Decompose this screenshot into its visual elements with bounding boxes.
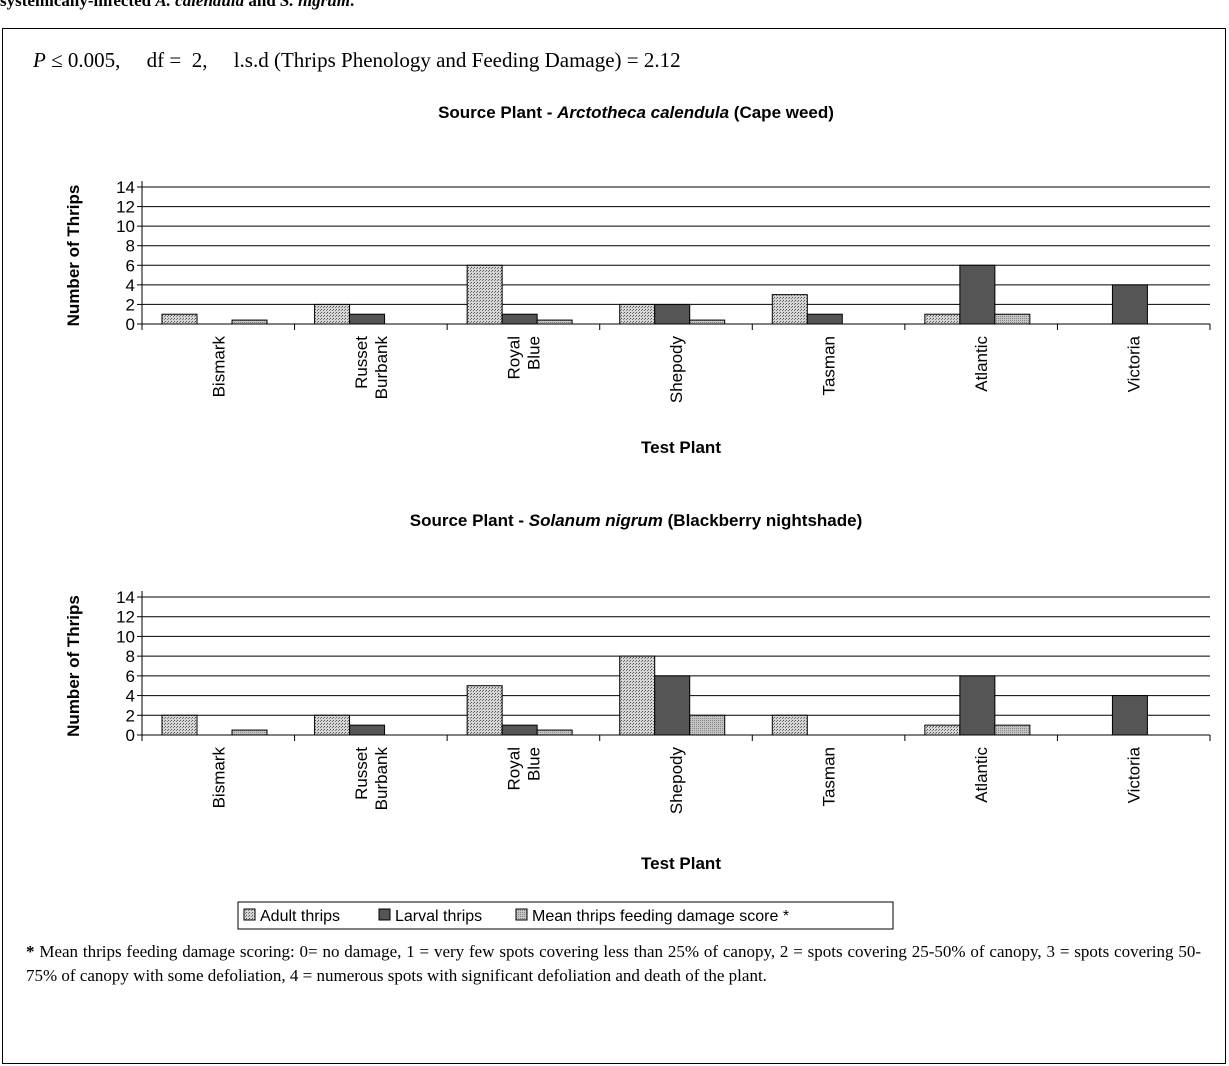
x-tick-label: Shepody — [667, 747, 686, 815]
bar-damage — [689, 319, 726, 325]
statistics-line: P ≤ 0.005, df = 2, l.s.d (Thrips Phenolo… — [33, 48, 681, 72]
y-tick-label: 12 — [116, 608, 135, 627]
bar-damage — [994, 724, 1031, 736]
bar-larval — [501, 313, 538, 325]
bar-adult — [924, 313, 961, 325]
x-tick-label: RussetBurbank — [352, 336, 391, 400]
bar-damage — [231, 729, 268, 736]
bar-larval — [654, 303, 691, 325]
legend-label-larval: Larval thrips — [395, 908, 482, 925]
bar-larval — [349, 313, 386, 325]
bar-larval — [959, 264, 996, 325]
bar-adult — [771, 294, 808, 325]
x-tick-label: Victoria — [1125, 335, 1144, 392]
y-tick-label: 6 — [126, 667, 135, 686]
bar-damage — [994, 313, 1031, 325]
legend-swatch-larval — [378, 908, 391, 921]
bar-adult — [314, 303, 351, 325]
y-tick-label: 0 — [126, 726, 135, 745]
y-axis-label: Number of Thrips — [64, 185, 83, 327]
y-tick-label: 6 — [126, 256, 135, 275]
y-tick-label: 14 — [116, 588, 135, 607]
y-tick-label: 2 — [126, 295, 135, 314]
legend-swatch-damage — [515, 908, 528, 921]
bar-larval — [1111, 284, 1148, 325]
bar-damage — [231, 319, 268, 325]
footnote-text: Mean thrips feeding damage scoring: 0= n… — [26, 942, 1201, 985]
y-tick-label: 8 — [126, 647, 135, 666]
x-axis-label: Test Plant — [641, 854, 721, 873]
x-tick-label: RoyalBlue — [504, 747, 543, 790]
y-tick-label: 2 — [126, 706, 135, 725]
bar-adult — [619, 655, 656, 736]
bar-adult — [466, 685, 503, 736]
chart-title: Source Plant - Solanum nigrum (Blackberr… — [410, 511, 862, 530]
bar-adult — [161, 714, 198, 736]
legend-label-adult: Adult thrips — [260, 908, 340, 925]
x-tick-label: Tasman — [820, 747, 839, 807]
figure-caption: systemically-infected A. calendula and S… — [0, 0, 355, 10]
x-tick-label: RoyalBlue — [504, 336, 543, 379]
x-tick-label: RussetBurbank — [352, 747, 391, 811]
y-tick-label: 10 — [116, 627, 135, 646]
bar-damage — [536, 319, 573, 325]
y-tick-label: 4 — [126, 276, 135, 295]
footnote: * Mean thrips feeding damage scoring: 0=… — [26, 940, 1201, 988]
bar-larval — [959, 675, 996, 736]
y-tick-label: 4 — [126, 687, 135, 706]
x-axis-label: Test Plant — [641, 438, 721, 457]
bar-adult — [924, 724, 961, 736]
y-tick-label: 0 — [126, 315, 135, 334]
bar-larval — [349, 724, 386, 736]
y-tick-label: 10 — [116, 217, 135, 236]
bar-adult — [314, 714, 351, 736]
bar-adult — [161, 313, 198, 325]
y-tick-label: 12 — [116, 198, 135, 217]
bar-adult — [466, 264, 503, 325]
bar-adult — [771, 714, 808, 736]
legend-label-damage: Mean thrips feeding damage score * — [532, 908, 789, 925]
legend: Adult thrips Larval thrips Mean thrips f… — [237, 901, 894, 930]
footnote-star: * — [26, 942, 35, 961]
bar-larval — [806, 313, 843, 325]
x-tick-label: Bismark — [209, 336, 228, 398]
bar-larval — [501, 724, 538, 736]
chart-cape-weed: Source Plant - Arctotheca calendula (Cap… — [64, 103, 1211, 457]
bar-adult — [619, 303, 656, 325]
chart-blackberry-nightshade: Source Plant - Solanum nigrum (Blackberr… — [64, 511, 1211, 873]
x-tick-label: Bismark — [209, 747, 228, 809]
chart-title: Source Plant - Arctotheca calendula (Cap… — [438, 103, 834, 122]
x-tick-label: Atlantic — [972, 336, 991, 392]
bar-damage — [536, 729, 573, 736]
x-tick-label: Victoria — [1125, 746, 1144, 803]
figure-frame — [2, 28, 1226, 1064]
y-tick-label: 8 — [126, 237, 135, 256]
x-tick-label: Atlantic — [972, 747, 991, 803]
y-axis-label: Number of Thrips — [64, 595, 83, 737]
x-tick-label: Shepody — [667, 336, 686, 404]
bar-larval — [1111, 695, 1148, 736]
y-tick-label: 14 — [116, 178, 135, 197]
x-tick-label: Tasman — [820, 336, 839, 396]
bar-larval — [654, 675, 691, 736]
legend-swatch-adult — [243, 908, 256, 921]
bar-damage — [689, 714, 726, 736]
